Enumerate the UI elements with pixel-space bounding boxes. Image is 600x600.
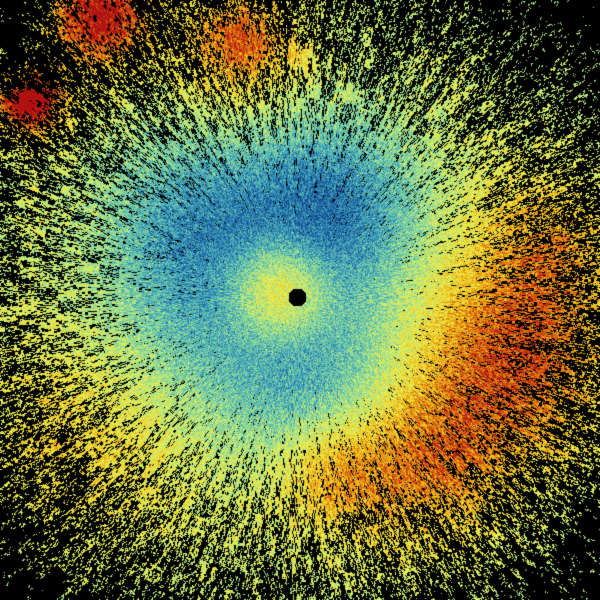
radar-scan-canvas xyxy=(0,0,600,600)
radar-image xyxy=(0,0,600,600)
